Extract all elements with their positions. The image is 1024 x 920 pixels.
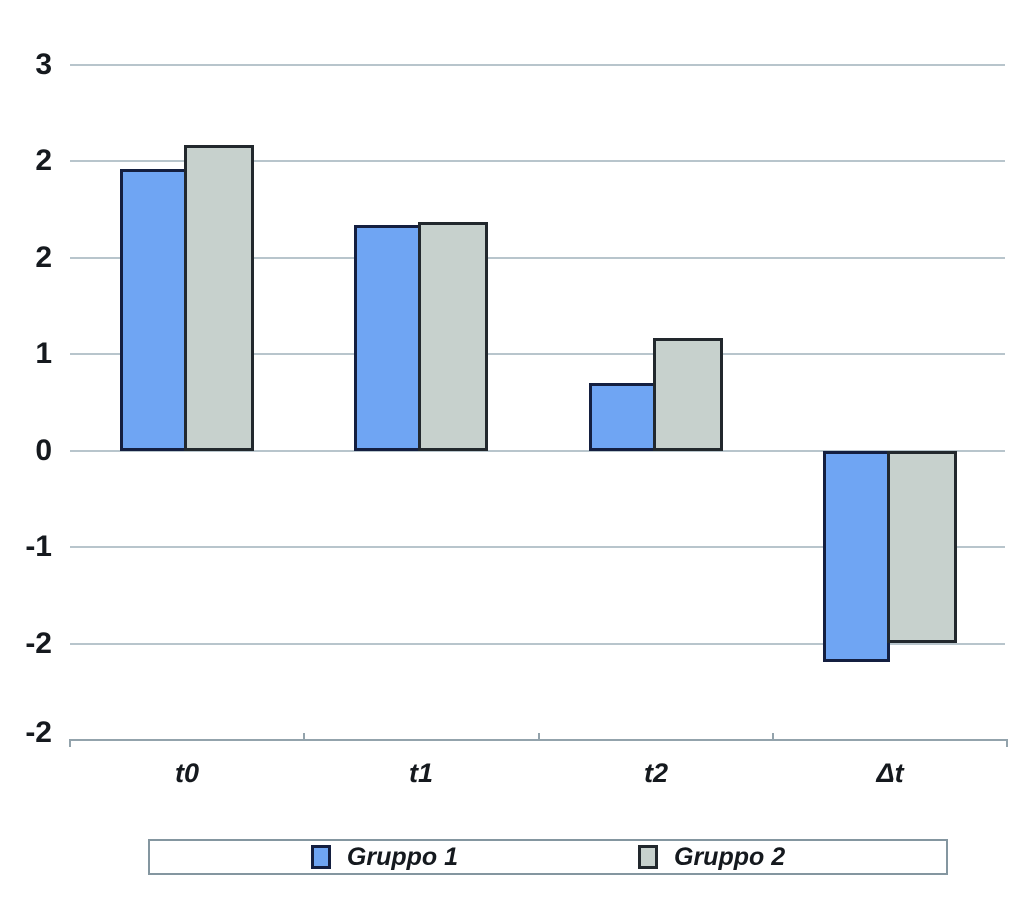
x-axis-category-label-4: Δt xyxy=(876,758,904,788)
legend-item-gruppo-1: Gruppo 1 xyxy=(310,842,458,871)
bar-gruppo-1-t0 xyxy=(120,169,187,451)
gridline xyxy=(70,450,1005,452)
x-axis-category-label-1: t0 xyxy=(174,758,199,788)
x-axis-category-label-2: t1 xyxy=(408,758,433,788)
y-axis-tick-label: 3 xyxy=(35,48,52,81)
x-axis-tick xyxy=(772,733,774,740)
gridline xyxy=(70,353,1005,355)
gridline xyxy=(70,257,1005,259)
x-axis-tick xyxy=(1006,739,1008,747)
bar-gruppo-2-t2 xyxy=(653,338,723,451)
x-axis-tick xyxy=(303,733,305,740)
legend: Gruppo 1 Gruppo 2 xyxy=(148,839,948,875)
legend-swatch-gruppo-2-icon xyxy=(638,845,658,869)
gridline xyxy=(70,643,1005,645)
gridline xyxy=(70,160,1005,162)
y-axis-tick-label: -2 xyxy=(25,716,52,749)
y-axis-tick-label: 1 xyxy=(35,337,52,370)
y-axis-tick-label: -2 xyxy=(25,627,52,660)
gridline xyxy=(70,546,1005,548)
bar-gruppo-2-Δt xyxy=(887,451,957,643)
y-axis-tick-label: 0 xyxy=(35,434,52,467)
legend-swatch-gruppo-1-icon xyxy=(310,845,331,869)
x-axis-category-label-3: t2 xyxy=(643,758,668,788)
y-axis-tick-label: 2 xyxy=(35,144,52,177)
x-axis-tick xyxy=(538,733,540,740)
bar-gruppo-1-Δt xyxy=(823,451,890,662)
bar-gruppo-2-t0 xyxy=(184,145,254,451)
bar-gruppo-1-t2 xyxy=(589,383,656,451)
bar-gruppo-2-t1 xyxy=(418,222,488,451)
gridline xyxy=(70,64,1005,66)
x-axis-line xyxy=(70,739,1007,741)
y-axis-tick-label: 2 xyxy=(35,241,52,274)
x-axis-tick xyxy=(69,739,71,747)
legend-item-gruppo-2: Gruppo 2 xyxy=(638,842,786,871)
legend-label-gruppo-1: Gruppo 1 xyxy=(346,842,458,871)
y-axis-tick-label: -1 xyxy=(25,530,52,563)
legend-label-gruppo-2: Gruppo 2 xyxy=(674,842,786,871)
bar-gruppo-1-t1 xyxy=(354,225,421,451)
